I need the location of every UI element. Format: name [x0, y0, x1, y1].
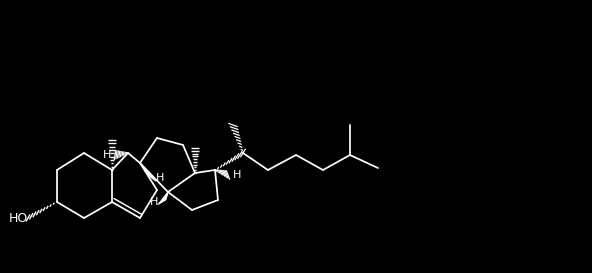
Text: H: H [156, 173, 165, 183]
Text: H: H [102, 150, 111, 160]
Text: HO: HO [9, 212, 28, 224]
Text: H: H [150, 197, 158, 207]
Text: H: H [233, 170, 242, 180]
